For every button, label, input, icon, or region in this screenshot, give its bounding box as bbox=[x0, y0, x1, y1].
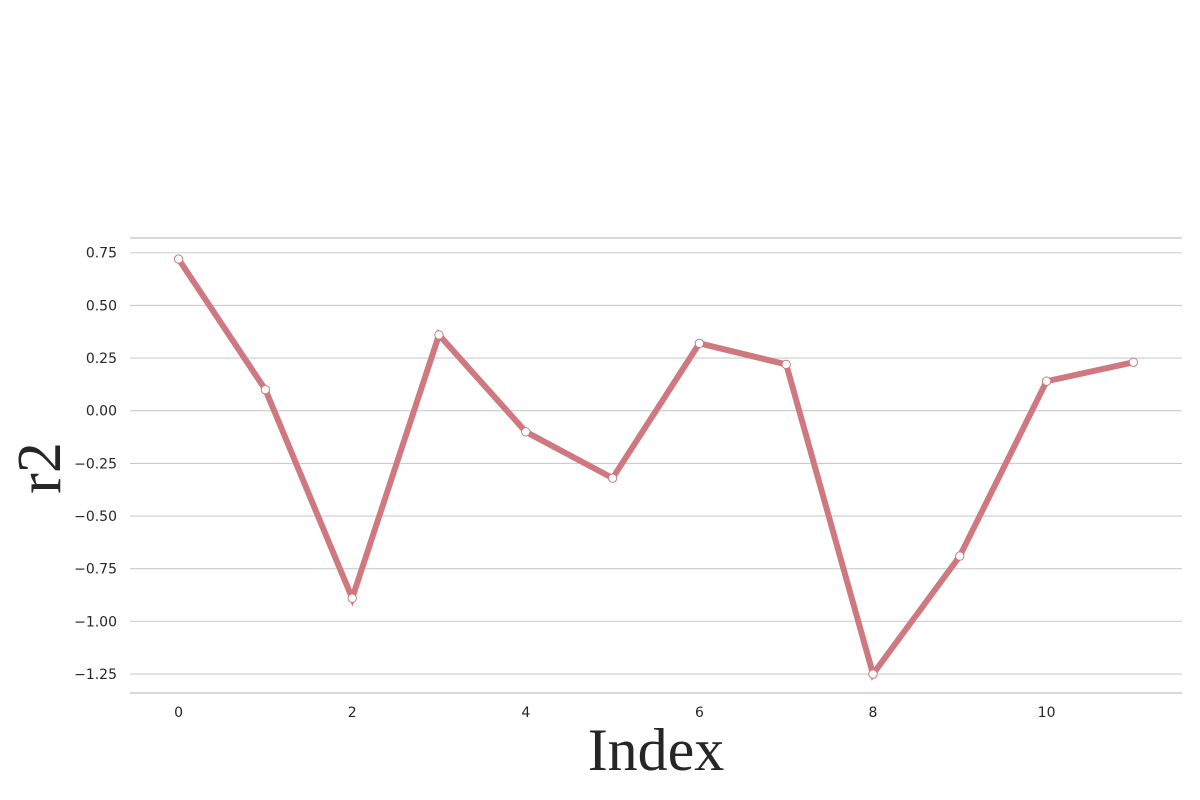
y-tick-labels: 0.75 0.50 0.25 0.00 −0.25 −0.50 −0.75 −1.00 −1.2… bbox=[74, 246, 117, 683]
y-tick-label: 0.25 bbox=[86, 351, 117, 367]
data-point bbox=[868, 669, 878, 679]
y-tick-label: −1.00 bbox=[74, 614, 117, 630]
data-point bbox=[260, 384, 271, 395]
data-point bbox=[955, 551, 965, 561]
y-tick-label: 0.00 bbox=[86, 404, 117, 420]
data-point bbox=[347, 593, 357, 603]
x-tick-labels: 0 2 4 6 8 10 bbox=[174, 705, 1055, 721]
data-point bbox=[694, 338, 705, 349]
data-point bbox=[607, 473, 618, 483]
x-tick-label: 0 bbox=[174, 705, 183, 721]
data-point bbox=[521, 427, 531, 437]
plot-frame bbox=[130, 237, 1182, 694]
data-point bbox=[1041, 376, 1052, 386]
gridlines bbox=[130, 252, 1182, 675]
y-tick-label: −0.50 bbox=[74, 509, 117, 525]
x-tick-label: 10 bbox=[1038, 705, 1056, 721]
y-tick-label: 0.50 bbox=[86, 298, 117, 314]
x-tick-label: 8 bbox=[869, 705, 878, 721]
data-point bbox=[781, 359, 791, 370]
y-tick-label: −1.25 bbox=[74, 667, 117, 683]
data-point bbox=[173, 254, 184, 264]
x-axis-title: Index bbox=[588, 717, 725, 783]
y-tick-label: 0.75 bbox=[86, 246, 117, 262]
y-tick-label: −0.25 bbox=[74, 456, 117, 472]
x-tick-label: 2 bbox=[348, 705, 357, 721]
x-tick-label: 4 bbox=[521, 705, 530, 721]
y-axis-title: r2 bbox=[6, 442, 74, 494]
x-tick-label: 6 bbox=[695, 705, 704, 721]
series-markers bbox=[173, 254, 1139, 679]
series-line bbox=[176, 257, 1135, 681]
data-point bbox=[1128, 357, 1139, 367]
y-tick-label: −0.75 bbox=[74, 562, 117, 578]
series-line-path bbox=[176, 257, 1135, 681]
data-point bbox=[434, 330, 444, 340]
